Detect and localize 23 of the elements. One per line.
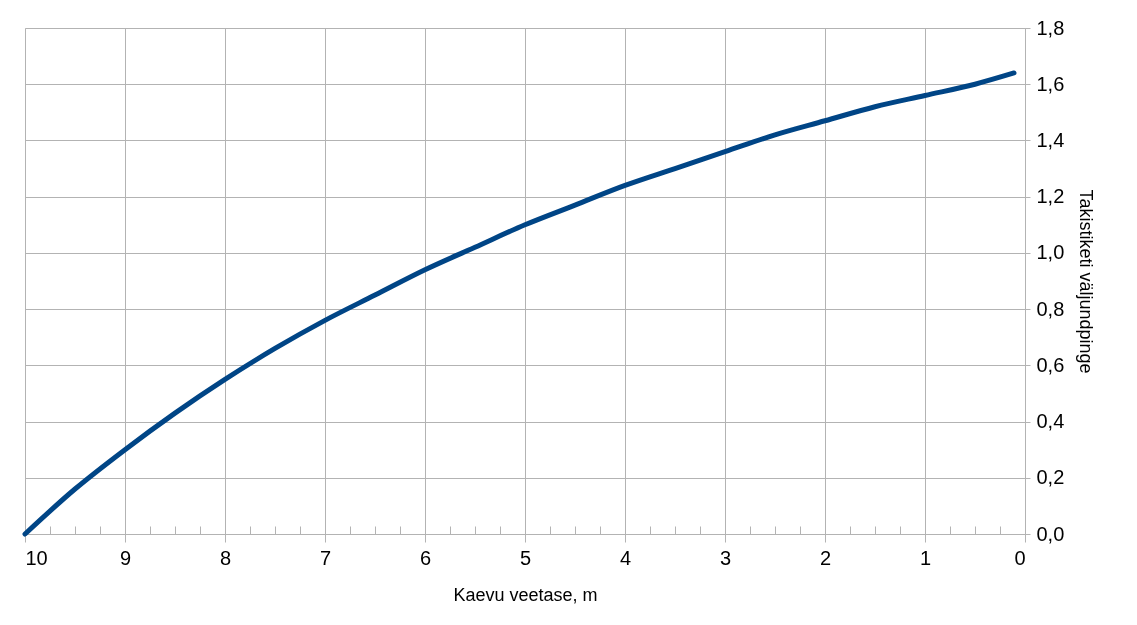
y-tick-label: 1,8 <box>1036 16 1065 39</box>
x-tick-label: 2 <box>819 546 832 569</box>
x-tick-label: 0 <box>1014 546 1026 569</box>
x-tick-label: 1 <box>919 546 932 569</box>
y-axis-title: Takistiketi väljundpinge <box>1076 189 1097 374</box>
y-tick-label: 1,6 <box>1036 72 1065 95</box>
y-tick-label: 1,2 <box>1036 185 1065 208</box>
x-tick-label: 3 <box>719 546 732 569</box>
y-tick-label: 0,4 <box>1036 410 1065 433</box>
y-tick-label: 1,4 <box>1036 128 1065 151</box>
x-tick-label: 8 <box>219 546 232 569</box>
x-tick-label: 7 <box>319 546 332 569</box>
y-tick-label: 0,6 <box>1036 353 1065 376</box>
x-tick-label: 9 <box>119 546 132 569</box>
y-tick-label: 0,0 <box>1036 522 1065 545</box>
y-tick-label: 0,8 <box>1036 297 1065 320</box>
x-axis-title: Kaevu veetase, m <box>453 584 598 605</box>
x-tick-label: 4 <box>619 546 632 569</box>
x-tick-label: 10 <box>25 546 48 569</box>
y-tick-label: 1,0 <box>1036 241 1065 264</box>
x-tick-label: 6 <box>419 546 432 569</box>
y-tick-label: 0,2 <box>1036 466 1065 489</box>
x-tick-label: 5 <box>519 546 532 569</box>
